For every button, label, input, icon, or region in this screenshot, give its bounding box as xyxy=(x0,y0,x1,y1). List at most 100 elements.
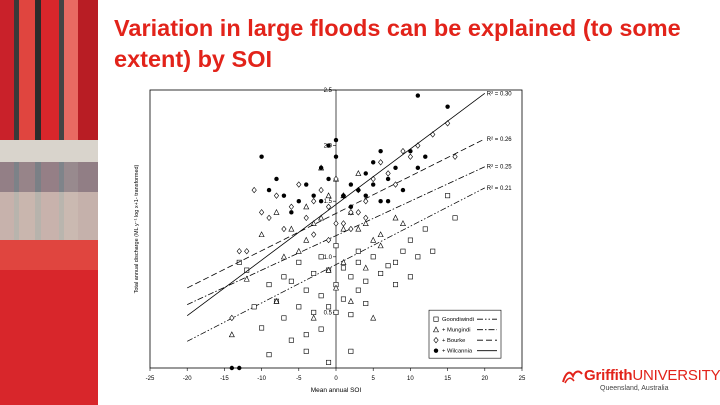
data-point-diamond xyxy=(400,147,406,155)
data-point-triangle xyxy=(399,220,406,226)
data-point-triangle xyxy=(392,214,399,221)
data-point-square xyxy=(407,274,413,280)
data-point-diamond xyxy=(385,170,391,177)
data-point-square xyxy=(430,248,436,254)
data-point-square xyxy=(259,325,265,331)
x-tick-label: -25 xyxy=(146,376,155,382)
data-point-square xyxy=(363,301,369,307)
y-tick-label: 1.0 xyxy=(324,255,333,261)
data-point-circle xyxy=(408,148,413,154)
data-point-square xyxy=(311,309,317,315)
logo-wordmark: GriffithUNIVERSITY xyxy=(584,367,720,384)
data-point-circle xyxy=(400,187,406,193)
data-point-circle xyxy=(378,199,383,204)
data-point-square xyxy=(318,254,324,260)
data-point-circle xyxy=(229,365,235,371)
data-point-circle xyxy=(341,193,346,198)
data-point-triangle xyxy=(340,258,347,265)
data-point-circle xyxy=(393,165,398,171)
data-point-diamond xyxy=(311,198,317,205)
data-point-circle xyxy=(333,137,339,143)
data-point-circle xyxy=(415,165,421,171)
scatter-chart: -25-20-15-10-505101520250.51.01.52.02.5M… xyxy=(118,84,538,394)
data-point-diamond xyxy=(325,203,332,210)
data-point-triangle xyxy=(258,231,265,238)
data-point-triangle xyxy=(355,170,362,176)
data-point-square xyxy=(340,265,346,271)
data-point-diamond xyxy=(340,220,347,227)
data-point-square xyxy=(244,267,250,273)
data-point-triangle xyxy=(370,236,377,243)
data-point-diamond xyxy=(251,186,257,194)
x-tick-label: 0 xyxy=(334,376,338,382)
data-point-circle xyxy=(423,154,428,159)
data-point-circle xyxy=(415,93,421,98)
data-point-square xyxy=(415,254,421,260)
data-point-triangle xyxy=(280,253,287,260)
scatter-plot-svg: -25-20-15-10-505101520250.51.01.52.02.5M… xyxy=(134,88,526,394)
data-point-square xyxy=(422,226,428,232)
data-point-diamond xyxy=(236,248,242,255)
x-tick-label: 15 xyxy=(444,376,451,382)
data-point-circle xyxy=(356,187,361,193)
data-point-square xyxy=(340,296,346,302)
data-point-square xyxy=(326,304,332,310)
building-photo xyxy=(0,0,98,405)
data-point-triangle xyxy=(347,297,354,304)
data-point-circle xyxy=(363,171,368,176)
data-point-diamond xyxy=(378,159,384,166)
data-point-triangle xyxy=(377,231,384,238)
data-point-triangle xyxy=(333,284,339,291)
data-point-square xyxy=(318,326,324,332)
data-point-diamond xyxy=(333,220,339,227)
legend-marker-triangle xyxy=(433,326,439,333)
y-tick-label: 1.5 xyxy=(324,199,333,205)
data-point-circle xyxy=(371,160,376,165)
data-point-circle xyxy=(318,199,324,204)
data-point-diamond xyxy=(363,198,369,205)
r2-label: R² = 0.21 xyxy=(487,186,513,192)
data-point-triangle xyxy=(288,225,295,232)
data-point-diamond xyxy=(363,214,369,222)
data-point-diamond xyxy=(325,236,332,244)
data-point-square xyxy=(378,270,384,276)
data-point-circle xyxy=(281,193,287,198)
data-point-square xyxy=(363,278,369,284)
data-point-circle xyxy=(311,193,316,198)
x-tick-label: 10 xyxy=(407,376,414,382)
legend-marker-diamond xyxy=(433,337,439,344)
data-point-circle xyxy=(363,193,368,198)
x-tick-label: 25 xyxy=(519,376,526,382)
data-point-diamond xyxy=(273,192,280,199)
photo-glass xyxy=(0,162,98,192)
data-point-triangle xyxy=(310,220,317,226)
r2-label: R² = 0.25 xyxy=(487,165,513,171)
data-point-triangle xyxy=(325,192,332,199)
data-point-circle xyxy=(237,365,242,371)
griffith-logo-mark-icon xyxy=(562,370,583,384)
logo-location: Queensland, Australia xyxy=(600,385,669,392)
data-point-triangle xyxy=(303,203,310,210)
data-point-circle xyxy=(318,165,324,171)
data-point-diamond xyxy=(288,203,294,210)
data-point-diamond xyxy=(348,209,354,216)
data-point-diamond xyxy=(452,153,458,160)
data-point-circle xyxy=(445,104,450,109)
data-point-square xyxy=(355,248,361,254)
data-point-circle xyxy=(304,182,309,187)
data-point-triangle xyxy=(228,331,235,338)
data-point-diamond xyxy=(266,214,272,222)
data-point-diamond xyxy=(392,181,399,188)
data-point-circle xyxy=(378,148,383,154)
data-point-circle xyxy=(289,210,294,215)
x-tick-label: 5 xyxy=(372,376,376,382)
x-axis-label: Mean annual SOI xyxy=(311,387,362,394)
data-point-square xyxy=(326,359,332,365)
x-tick-label: -15 xyxy=(220,376,229,382)
r2-label: R² = 0.26 xyxy=(487,137,513,143)
data-point-square xyxy=(251,304,257,310)
fit-line-triangle xyxy=(187,166,485,305)
data-point-square xyxy=(311,270,317,276)
data-point-square xyxy=(407,237,413,243)
data-point-circle xyxy=(296,199,301,204)
